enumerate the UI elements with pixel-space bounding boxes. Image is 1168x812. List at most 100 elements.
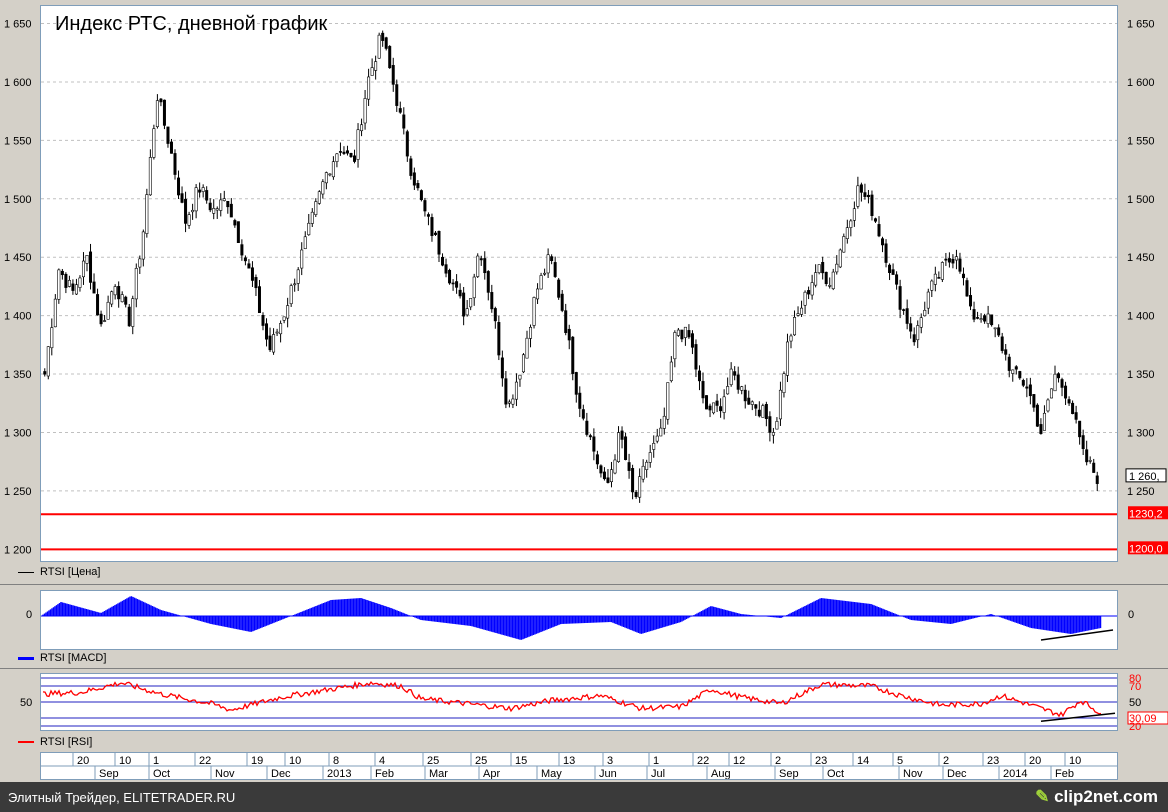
candle-body bbox=[145, 194, 149, 234]
y-tick-label-left: 1 550 bbox=[4, 135, 32, 147]
candle-body bbox=[708, 405, 712, 411]
candle-body bbox=[863, 192, 867, 197]
rsi-chart bbox=[41, 677, 1117, 727]
candle-body bbox=[652, 443, 656, 450]
candle-body bbox=[205, 190, 209, 201]
candle-body bbox=[750, 401, 754, 405]
month-label: Nov bbox=[903, 768, 923, 779]
candle-body bbox=[1067, 399, 1071, 404]
candle-body bbox=[43, 371, 47, 375]
y-tick-label-left: 1 600 bbox=[4, 77, 32, 89]
candle-body bbox=[986, 313, 990, 324]
candle-body bbox=[574, 372, 578, 395]
candle-body bbox=[321, 181, 325, 195]
month-label: May bbox=[541, 768, 562, 779]
candle-body bbox=[219, 199, 223, 211]
candle-body bbox=[194, 187, 198, 212]
candle-body bbox=[1007, 356, 1011, 371]
macd-zero-label-left: 0 bbox=[26, 609, 33, 621]
y-tick-label-left: 1 200 bbox=[4, 544, 32, 556]
y-tick-label-left: 1 500 bbox=[4, 194, 32, 206]
candle-body bbox=[187, 214, 191, 226]
day-label: 23 bbox=[815, 755, 827, 767]
y-tick-label-right: 1 550 bbox=[1127, 135, 1155, 147]
candle-body bbox=[701, 381, 705, 399]
candle-body bbox=[1035, 404, 1039, 427]
y-tick-label-right: 1 300 bbox=[1127, 427, 1155, 439]
day-label: 25 bbox=[427, 755, 439, 767]
candle-body bbox=[1081, 435, 1085, 450]
candle-body bbox=[666, 382, 670, 420]
candle-body bbox=[803, 291, 807, 306]
candle-body bbox=[536, 288, 540, 300]
legend-line-icon bbox=[18, 571, 34, 573]
candle-body bbox=[898, 286, 902, 310]
candle-body bbox=[127, 306, 131, 327]
price-legend: RTSI [Цена] bbox=[18, 566, 100, 578]
candle-body bbox=[384, 37, 388, 49]
rsi-band-label: 20 bbox=[1129, 721, 1141, 733]
candle-body bbox=[521, 354, 525, 373]
candle-body bbox=[1071, 402, 1075, 414]
candle-body bbox=[363, 98, 367, 124]
support-label: 1230,2 bbox=[1129, 508, 1163, 520]
candle-body bbox=[518, 374, 522, 380]
support-label-box bbox=[1128, 541, 1168, 555]
y-tick-label-left: 1 250 bbox=[4, 486, 32, 498]
candle-body bbox=[381, 32, 385, 41]
candle-body bbox=[588, 435, 592, 438]
candle-body bbox=[328, 173, 332, 176]
candle-body bbox=[483, 258, 487, 274]
candle-body bbox=[669, 361, 673, 382]
candle-body bbox=[838, 249, 842, 268]
candle-body bbox=[1060, 379, 1064, 388]
day-label: 4 bbox=[379, 755, 385, 767]
y-tick-label-right: 1 600 bbox=[1127, 77, 1155, 89]
month-label: Sep bbox=[779, 768, 799, 779]
candle-body bbox=[441, 256, 445, 266]
candle-body bbox=[881, 238, 885, 246]
candle-body bbox=[345, 150, 349, 154]
candle-body bbox=[884, 243, 888, 263]
candle-body bbox=[715, 400, 719, 406]
candle-body bbox=[564, 310, 568, 333]
panel-separator bbox=[0, 584, 1168, 585]
day-label: 1 bbox=[653, 755, 659, 767]
candle-body bbox=[272, 334, 276, 353]
candle-body bbox=[124, 296, 128, 305]
candle-body bbox=[736, 374, 740, 390]
rsi-left-label: 50 bbox=[20, 697, 32, 709]
candle-body bbox=[497, 322, 501, 356]
candle-body bbox=[458, 289, 462, 297]
y-tick-label-left: 1 450 bbox=[4, 252, 32, 264]
candle-body bbox=[289, 285, 293, 305]
candle-body bbox=[391, 65, 395, 85]
candle-body bbox=[726, 386, 730, 395]
candle-body bbox=[733, 371, 737, 376]
clip-icon: ✎ bbox=[1035, 787, 1050, 806]
candle-body bbox=[265, 323, 269, 340]
candle-body bbox=[493, 308, 497, 322]
y-tick-label-left: 1 300 bbox=[4, 427, 32, 439]
candle-body bbox=[398, 108, 402, 113]
candle-body bbox=[229, 203, 233, 218]
candle-body bbox=[1049, 388, 1053, 399]
month-label: Mar bbox=[429, 768, 448, 779]
macd-legend: RTSI [MACD] bbox=[18, 652, 106, 664]
candle-body bbox=[567, 328, 571, 341]
candle-body bbox=[247, 263, 251, 269]
candle-body bbox=[824, 271, 828, 284]
candle-body bbox=[60, 270, 64, 276]
macd-legend-label: RTSI [MACD] bbox=[40, 652, 107, 664]
month-label: Jun bbox=[599, 768, 617, 779]
candle-body bbox=[317, 191, 321, 204]
day-label: 13 bbox=[563, 755, 575, 767]
candle-body bbox=[532, 297, 536, 326]
macd-zero-label-right: 0 bbox=[1128, 609, 1135, 621]
legend-line-icon bbox=[18, 656, 34, 660]
candle-body bbox=[444, 264, 448, 274]
y-tick-label-right: 1 450 bbox=[1127, 252, 1155, 264]
candle-body bbox=[976, 317, 980, 319]
date-axis-svg: 20 10 1 22 19 10 8 4 25 25 15 13 3 1 22 12 2 23 14 5 2 23 20 10… bbox=[41, 753, 1117, 780]
candle-body bbox=[648, 452, 652, 463]
